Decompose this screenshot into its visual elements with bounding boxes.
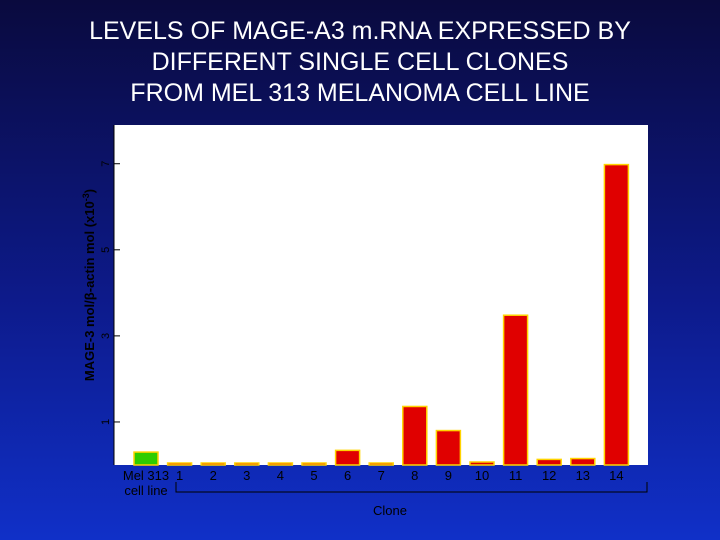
bar: [267, 462, 294, 466]
category-label: 10: [475, 468, 489, 483]
category-label-reference: Mel 313: [123, 468, 169, 483]
y-axis-label-part: MAGE-3 mol/: [82, 300, 97, 381]
bar: [469, 461, 495, 466]
y-tick-label: 3: [100, 333, 112, 339]
category-label: 8: [411, 468, 418, 483]
bar: [435, 429, 462, 466]
category-label: 14: [609, 468, 623, 483]
category-label: 11: [509, 468, 523, 483]
bar: [301, 462, 327, 466]
category-label: 13: [576, 468, 590, 483]
bar: [200, 462, 226, 466]
y-axis-label: MAGE-3 mol/β-actin mol (x10-3): [81, 189, 97, 381]
x-axis-label: Clone: [373, 503, 407, 518]
bar: [536, 458, 562, 466]
bar: [402, 405, 428, 466]
category-label: 12: [542, 468, 556, 483]
clone-group-bracket: [175, 482, 648, 493]
y-tick-label: 5: [100, 247, 112, 253]
category-label: 3: [243, 468, 250, 483]
category-label: 1: [176, 468, 183, 483]
category-label-reference: cell line: [124, 483, 167, 498]
category-label: 5: [310, 468, 317, 483]
category-label: 7: [378, 468, 385, 483]
bar: [368, 462, 394, 466]
category-label: 4: [277, 468, 284, 483]
bar: [334, 449, 361, 466]
y-tick-label: 7: [100, 161, 112, 167]
plot-area: [114, 125, 648, 465]
category-label: 6: [344, 468, 351, 483]
category-label: 2: [210, 468, 217, 483]
chart-title: LEVELS OF MAGE-A3 m.RNA EXPRESSED BY DIF…: [89, 17, 631, 107]
bar: [570, 457, 596, 466]
bar: [234, 462, 260, 466]
y-axis-label-part: ): [82, 189, 97, 193]
y-tick-label: 1: [100, 419, 112, 425]
bar-reference: [133, 451, 159, 466]
y-axis-label-part: -actin mol (x10: [82, 201, 97, 292]
bar: [166, 462, 193, 466]
bar: [502, 314, 529, 466]
bar: [603, 163, 630, 466]
category-label: 9: [445, 468, 452, 483]
y-axis-label-beta: β: [82, 292, 97, 300]
y-axis-label-exponent: -3: [81, 193, 91, 201]
